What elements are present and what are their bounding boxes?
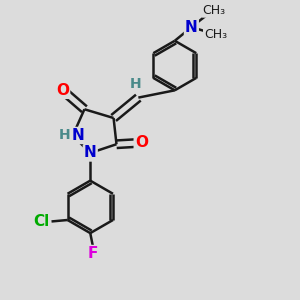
Text: N: N xyxy=(72,128,84,143)
Text: CH₃: CH₃ xyxy=(202,4,226,17)
Text: CH₃: CH₃ xyxy=(204,28,227,41)
Text: F: F xyxy=(88,246,98,261)
Text: H: H xyxy=(130,77,141,92)
Text: O: O xyxy=(56,83,69,98)
Text: N: N xyxy=(84,146,97,160)
Text: O: O xyxy=(135,135,148,150)
Text: H: H xyxy=(59,128,70,142)
Text: Cl: Cl xyxy=(33,214,50,229)
Text: N: N xyxy=(185,20,198,34)
